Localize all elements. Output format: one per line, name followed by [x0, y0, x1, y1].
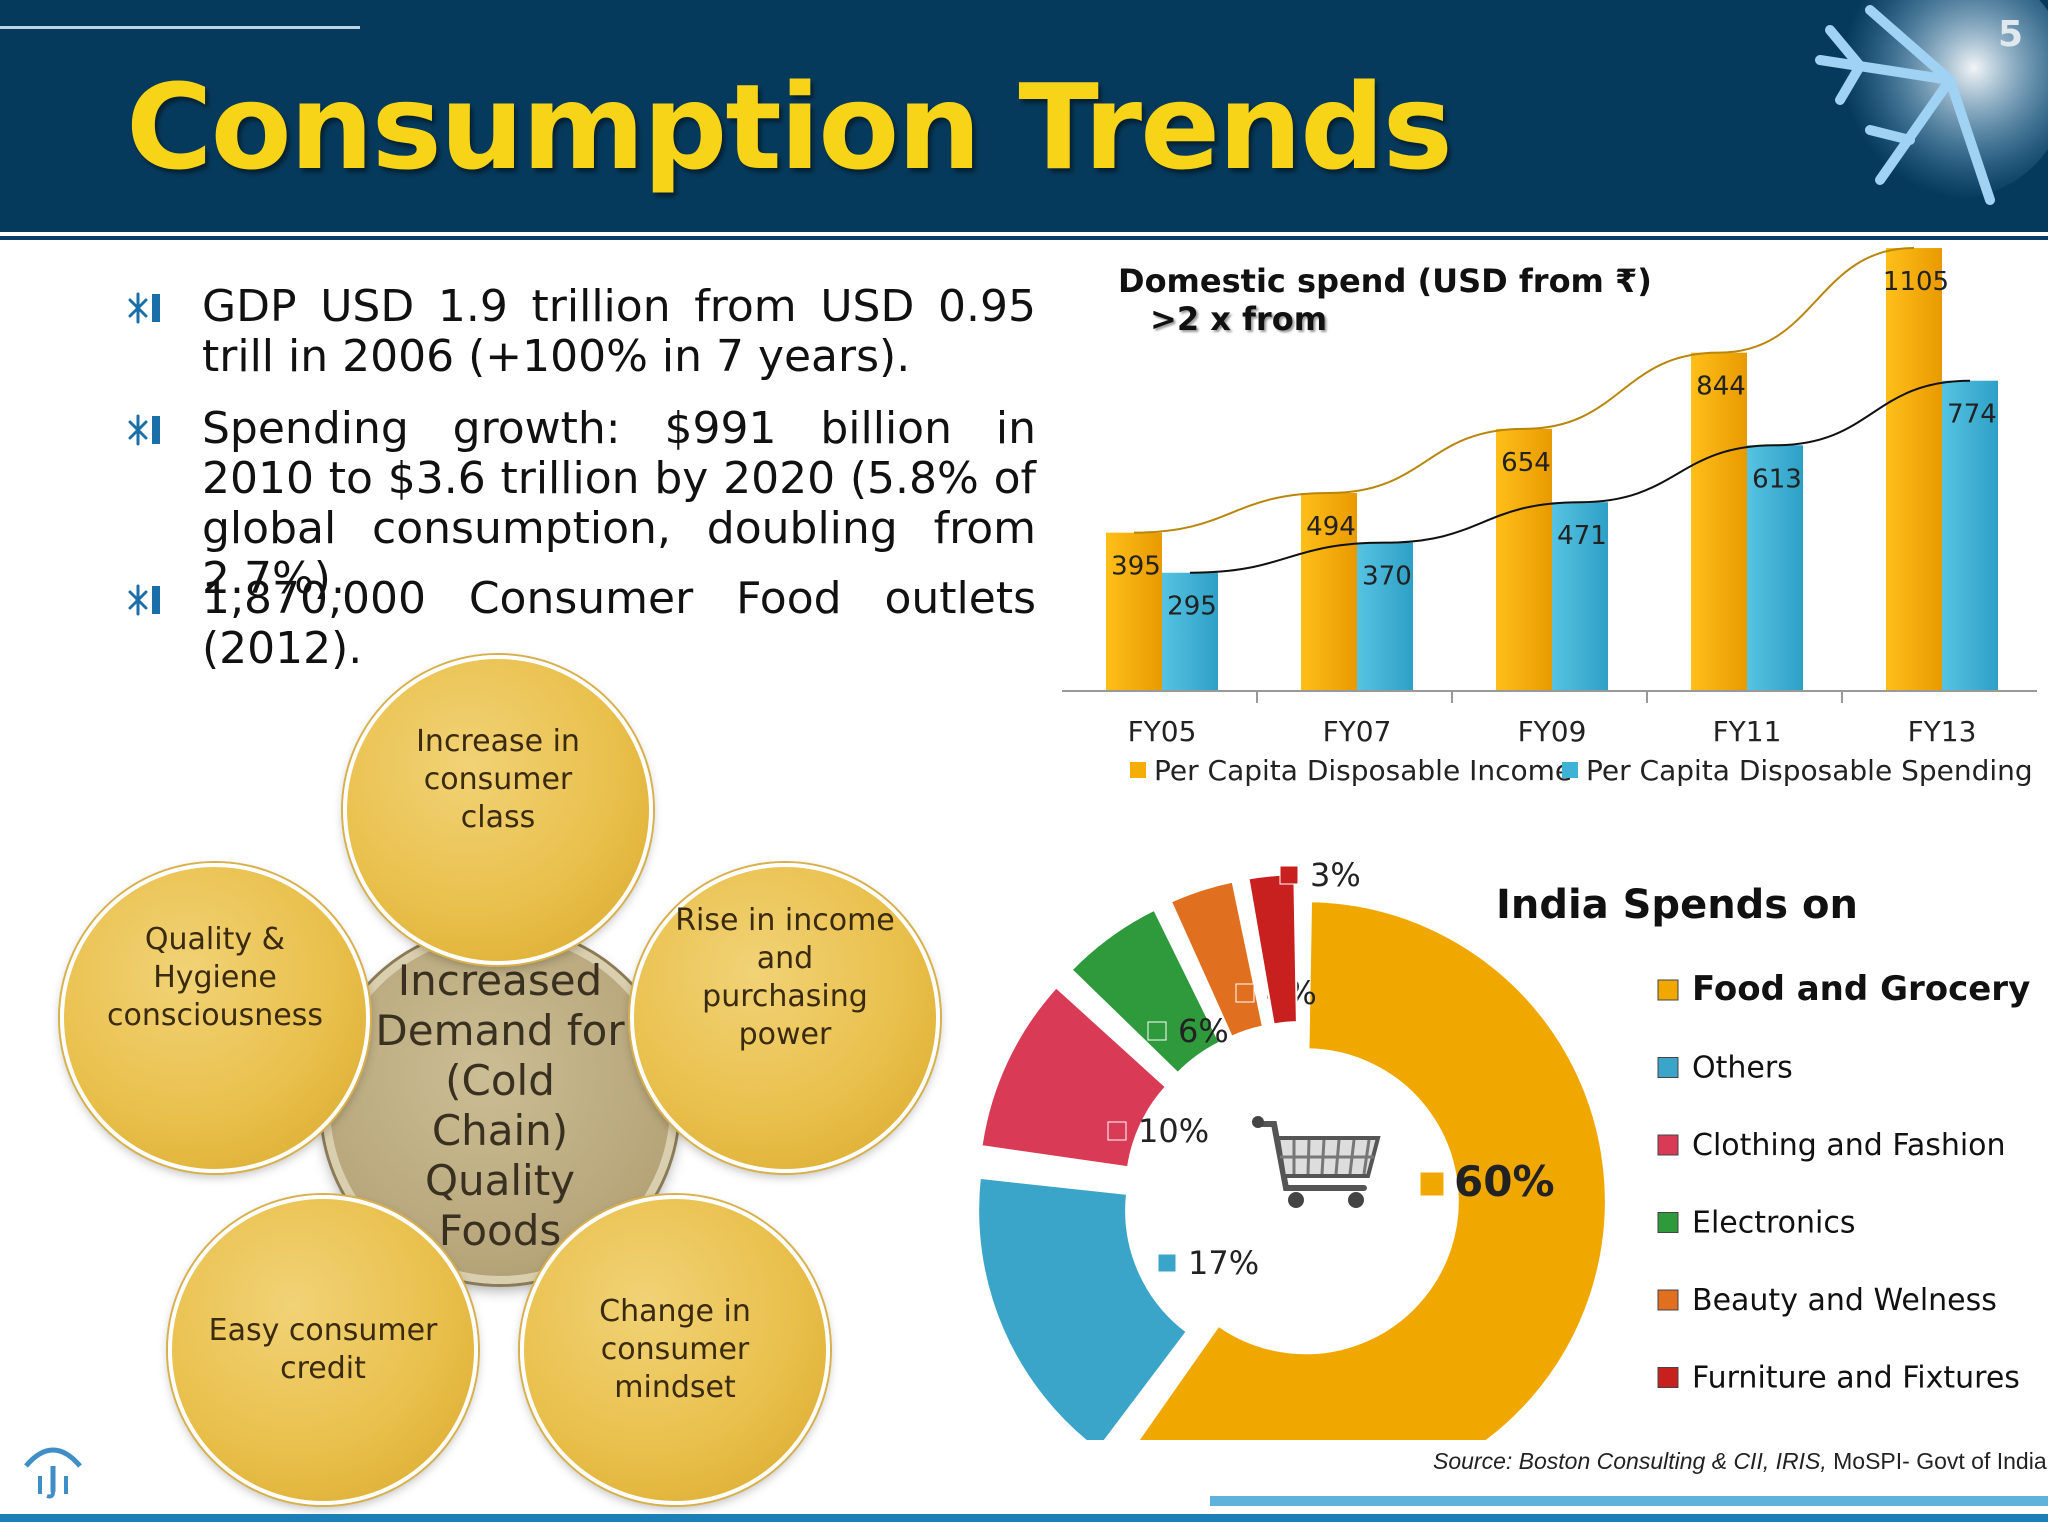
slice-label-swatch	[1147, 1021, 1167, 1041]
slice-label-swatch	[1157, 1253, 1177, 1273]
bar-income-fy09	[1496, 428, 1552, 691]
legend-swatch-spending	[1562, 762, 1578, 778]
bullet-spending-growth: Spending growth: $991 billion in 2010 to…	[202, 403, 1036, 604]
trendline-spending	[1189, 379, 1971, 574]
slice-value-label: 6%	[1178, 1012, 1229, 1050]
petal-consumer-class-text: Increase in consumer class	[416, 724, 580, 835]
bar-spending-fy05	[1162, 572, 1218, 691]
legend-swatch-income	[1130, 762, 1146, 778]
data-label-income: 494	[1306, 512, 1356, 542]
bar-income-fy13	[1886, 248, 1942, 691]
petal-income-text: Rise in income and purchasing power	[675, 903, 895, 1052]
chart-subtitle: >2 x from	[1150, 300, 1327, 338]
petal-consumer-class: Increase in consumer class	[343, 655, 653, 965]
petal-credit-text: Easy consumer credit	[208, 1313, 438, 1386]
legend-swatch	[1657, 1134, 1679, 1156]
x-tick-label: FY11	[1713, 715, 1782, 748]
bar-spending-fy13	[1942, 380, 1998, 691]
petal-mindset: Change in consumer mindset	[520, 1195, 830, 1505]
x-tick-label: FY13	[1908, 715, 1977, 748]
legend-swatch	[1657, 1367, 1679, 1388]
petal-hygiene: Quality & Hygiene consciousness	[60, 863, 370, 1173]
snowflake-bullet-icon	[128, 292, 160, 324]
footer-bar	[0, 1514, 2048, 1522]
slice-electronics	[1070, 908, 1221, 1075]
diagram-center-text: Increased Demand for (Cold Chain) Qualit…	[375, 956, 625, 1255]
slice-furniture-and-fixtures	[1247, 873, 1298, 1026]
legend-spending: Per Capita Disposable Spending	[1586, 754, 2033, 787]
slice-others	[977, 1176, 1189, 1440]
bar-spending-fy09	[1552, 502, 1608, 691]
bullet-gdp: GDP USD 1.9 trillion from USD 0.95 trill…	[202, 281, 1036, 382]
legend-income: Per Capita Disposable Income	[1154, 754, 1572, 787]
slide-title: Consumption Trends	[126, 58, 1453, 196]
petal-credit: Easy consumer credit	[168, 1195, 478, 1505]
data-label-spending: 370	[1362, 562, 1412, 592]
snowflake-bullet-icon	[128, 414, 160, 446]
footer-accent-bar	[1210, 1496, 2048, 1506]
slice-label-swatch	[1419, 1171, 1445, 1197]
data-label-spending: 295	[1167, 592, 1217, 622]
bar-income-fy05	[1106, 532, 1162, 691]
data-label-income: 844	[1696, 372, 1746, 402]
bar-income-fy07	[1301, 492, 1357, 691]
legend-swatch	[1657, 1057, 1679, 1078]
x-tick-label: FY05	[1128, 715, 1197, 748]
legend-swatch	[1657, 1289, 1679, 1311]
bar-income-fy11	[1691, 352, 1747, 691]
slide-header	[0, 0, 2048, 232]
petal-hygiene-text: Quality & Hygiene consciousness	[106, 922, 324, 1033]
legend-label: Furniture and Fixtures	[1692, 1361, 2020, 1396]
x-tick-label: FY07	[1323, 715, 1392, 748]
slice-value-label: 3%	[1310, 856, 1361, 894]
bar-spending-fy07	[1357, 542, 1413, 691]
source-plain: MoSPI- Govt of India.	[1826, 1448, 2048, 1474]
slide-number: 5	[1998, 14, 2024, 55]
data-label-income: 654	[1501, 448, 1551, 478]
data-label-income: 395	[1111, 552, 1161, 582]
legend-label: Beauty and Welness	[1692, 1283, 1997, 1318]
bullet-food-outlets: 1,870,000 Consumer Food outlets (2012).	[202, 573, 1036, 674]
legend-label: Food and Grocery	[1692, 969, 2030, 1009]
data-label-spending: 471	[1557, 521, 1607, 551]
petal-mindset-text: Change in consumer mindset	[599, 1294, 751, 1405]
source-note: Source: Boston Consulting & CII, IRIS, M…	[1433, 1448, 2048, 1475]
source-italic: Source: Boston Consulting & CII, IRIS,	[1433, 1448, 1827, 1474]
slice-value-label: 10%	[1138, 1112, 1209, 1150]
slice-food-and-grocery	[1137, 900, 1607, 1440]
legend-swatch	[1657, 979, 1679, 1001]
legend-label: Electronics	[1692, 1206, 1856, 1241]
trendline-income	[1133, 247, 1915, 534]
data-label-spending: 613	[1752, 464, 1802, 494]
chart-title: Domestic spend (USD from ₹)	[1118, 262, 1652, 300]
domestic-spend-chart: Domestic spend (USD from ₹)>2 x from 3952…	[1062, 247, 2037, 787]
x-tick-label: FY09	[1518, 715, 1587, 748]
bar-spending-fy11	[1747, 445, 1803, 691]
header-divider	[0, 236, 2048, 240]
snowflake-icon	[1815, 0, 2048, 205]
company-logo	[24, 1447, 82, 1499]
data-label-spending: 774	[1947, 400, 1997, 430]
donut-title: India Spends on	[1496, 882, 1858, 928]
header-accent-line	[0, 26, 360, 29]
data-label-income: 1105	[1883, 267, 1949, 297]
legend-swatch	[1657, 1212, 1679, 1233]
slice-label-swatch	[1235, 983, 1255, 1003]
shopping-cart-icon	[1252, 1116, 1381, 1208]
slice-label-swatch	[1107, 1121, 1127, 1141]
petal-income: Rise in income and purchasing power	[630, 863, 940, 1173]
slice-value-label: 17%	[1188, 1244, 1259, 1282]
legend-label: Others	[1692, 1051, 1793, 1086]
legend-label: Clothing and Fashion	[1692, 1128, 2006, 1163]
diagram-center-circle: Increased Demand for (Cold Chain) Qualit…	[322, 928, 678, 1284]
slice-label-swatch	[1279, 865, 1299, 885]
snowflake-bullet-icon	[128, 584, 160, 616]
slice-value-label: 60%	[1454, 1157, 1555, 1206]
